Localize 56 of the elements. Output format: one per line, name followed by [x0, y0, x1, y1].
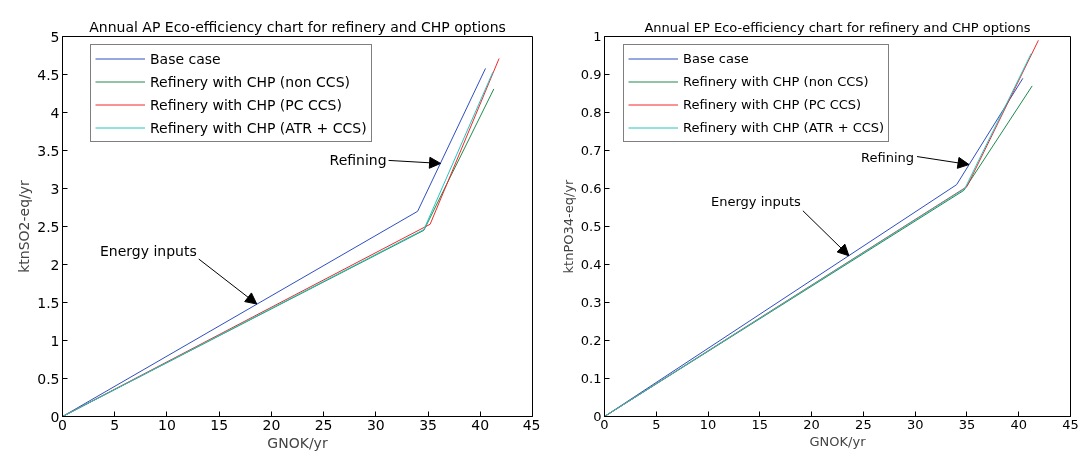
annotation: Refining [861, 150, 915, 166]
y-axis-title: ktnPO34-eq/yr [560, 178, 576, 274]
legend-label: Refinery with CHP (PC CCS) [150, 95, 342, 114]
x-tick-label: 25 [314, 416, 333, 433]
legend-label: Refinery with CHP (PC CCS) [683, 96, 862, 114]
x-tick-label: 20 [262, 416, 281, 433]
y-tick-label: 2 [50, 256, 60, 273]
x-tick-label: 25 [855, 416, 872, 432]
y-tick-label: 0.1 [580, 371, 602, 386]
x-tick-label: 35 [419, 416, 437, 433]
annotation: Refining [329, 152, 387, 169]
y-tick-label: 1 [50, 332, 60, 349]
x-axis-title: GNOK/yr [809, 433, 867, 449]
x-tick-label: 15 [210, 416, 229, 433]
y-tick-label: 0.2 [580, 333, 602, 348]
y-tick-label: 5 [50, 28, 60, 45]
y-tick-label: 0.4 [580, 257, 602, 272]
x-tick-label: 45 [1062, 416, 1079, 432]
y-tick-label: 0.7 [580, 143, 602, 158]
y-tick-label: 1.5 [37, 294, 60, 311]
x-tick-label: 5 [110, 416, 120, 433]
y-tick-label: 0.9 [580, 67, 602, 82]
x-tick-label: 40 [471, 416, 490, 433]
legend-label: Refinery with CHP (non CCS) [150, 72, 350, 91]
x-tick-label: 10 [158, 416, 176, 433]
x-tick-label: 15 [751, 416, 769, 432]
legend-label: Refinery with CHP (ATR + CCS) [150, 118, 367, 137]
y-tick-label: 3.5 [37, 142, 60, 159]
x-tick-label: 10 [699, 416, 717, 432]
y-tick-label: 0.6 [580, 181, 602, 196]
y-tick-label: 0.8 [580, 105, 602, 120]
x-axis-title: GNOK/yr [267, 434, 328, 451]
x-tick-label: 30 [906, 416, 924, 432]
legend-label: Refinery with CHP (ATR + CCS) [683, 119, 885, 137]
x-tick-label: 5 [652, 416, 661, 432]
x-tick-label: 20 [803, 416, 820, 432]
y-tick-label: 0.3 [580, 295, 602, 310]
y-tick-label: 4.5 [37, 66, 60, 83]
chart-title: Annual AP Eco-efficiency chart for refinery and CHP options [89, 18, 506, 35]
x-tick-label: 30 [366, 416, 385, 433]
y-axis-title: ktnSO2-eq/yr [16, 179, 33, 273]
legend-label: Refinery with CHP (non CCS) [683, 73, 869, 91]
annotation: Energy inputs [100, 243, 197, 260]
x-tick-label: 40 [1010, 416, 1027, 432]
x-tick-label: 45 [522, 416, 541, 433]
y-tick-label: 1 [593, 29, 602, 44]
annotation: Energy inputs [711, 194, 802, 210]
y-tick-label: 0.5 [580, 219, 602, 234]
legend-label: Base case [150, 49, 221, 68]
y-tick-label: 0.5 [37, 370, 60, 387]
y-tick-label: 3 [50, 180, 60, 197]
y-tick-label: 4 [50, 104, 60, 121]
y-tick-label: 2.5 [37, 218, 60, 235]
x-tick-label: 35 [958, 416, 976, 432]
legend-label: Base case [683, 50, 749, 68]
chart-title: Annual EP Eco-efficiency chart for refinery and CHP options [644, 19, 1031, 35]
